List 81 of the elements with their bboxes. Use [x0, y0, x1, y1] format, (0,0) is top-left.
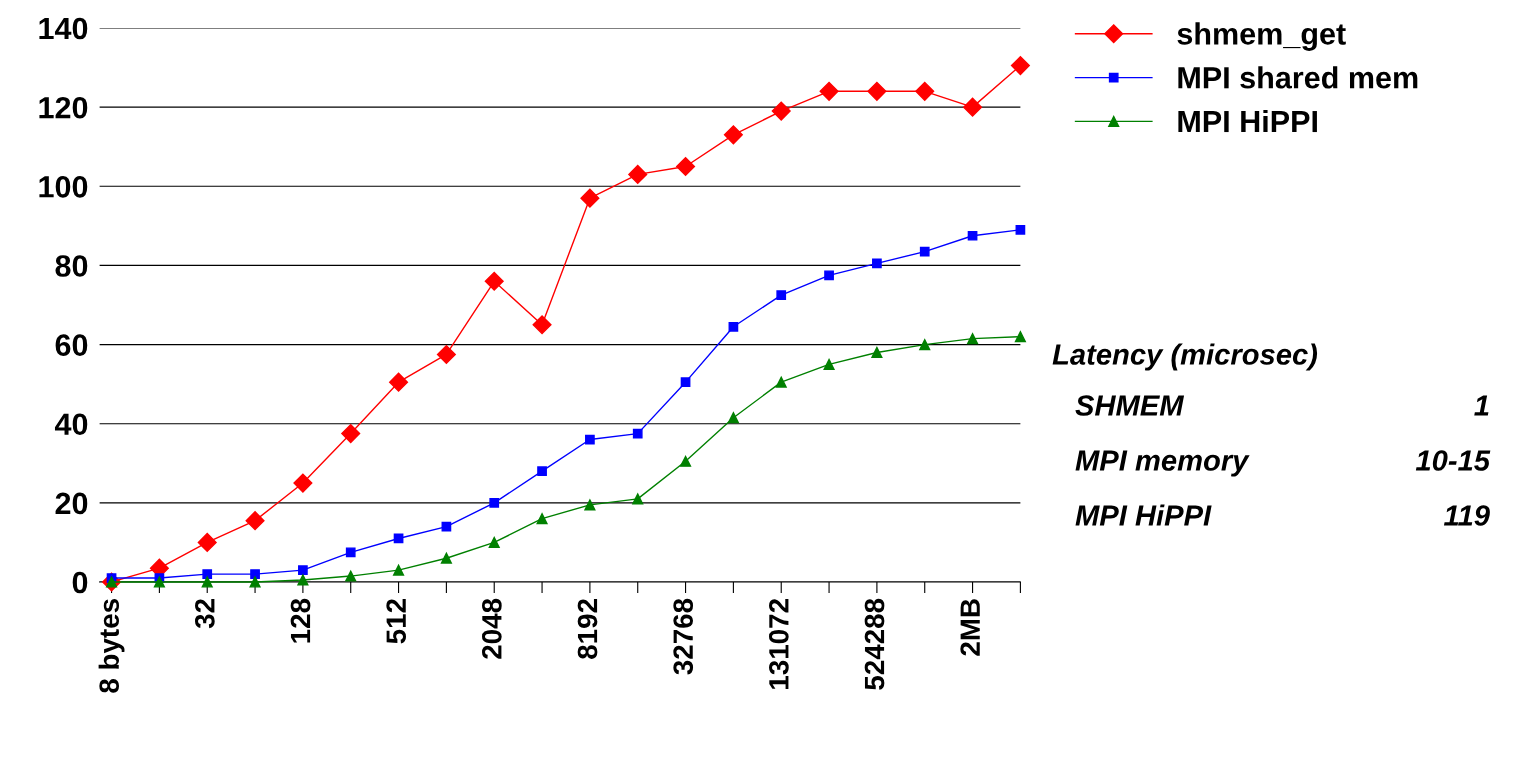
y-tick-label: 100	[39, 176, 88, 198]
y-tick-label: 80	[55, 255, 88, 277]
point	[1010, 56, 1030, 76]
x-tick-label: 2048	[482, 598, 502, 659]
point	[1014, 331, 1026, 343]
point	[345, 547, 356, 558]
x-tick-label: 128	[290, 598, 311, 643]
point	[823, 358, 835, 370]
text: 1	[1474, 395, 1489, 416]
point	[536, 513, 548, 525]
y-tick-label: 40	[54, 413, 88, 436]
y-tick-label: 120	[39, 96, 88, 119]
point	[776, 290, 787, 300]
point	[484, 271, 504, 291]
point	[680, 377, 691, 388]
y-tick-label: 140	[39, 17, 88, 40]
point	[585, 434, 595, 445]
point	[250, 569, 260, 579]
text: 119	[1443, 505, 1490, 526]
point	[293, 473, 313, 493]
point	[345, 570, 357, 582]
y-tick-label: 0	[72, 571, 88, 594]
point	[202, 569, 213, 579]
point	[298, 565, 308, 575]
point	[963, 97, 983, 117]
text: MPI memory	[1075, 450, 1250, 477]
x-tick-label: 131072	[769, 599, 789, 689]
x-tick-label: 2MB	[960, 599, 980, 656]
point	[389, 372, 409, 392]
point	[867, 81, 887, 101]
point	[871, 346, 883, 359]
point	[537, 466, 547, 477]
x-tick-label: 32	[195, 599, 215, 629]
point	[1015, 224, 1026, 235]
y-tick-label: 60	[55, 334, 88, 356]
point	[580, 188, 600, 208]
x-tick-label: 32768	[673, 598, 694, 675]
point	[153, 576, 165, 588]
point	[915, 81, 935, 101]
point	[680, 455, 692, 467]
point	[245, 511, 265, 531]
legend-label: MPI HiPPI	[1178, 109, 1317, 133]
point	[967, 230, 978, 241]
point	[919, 246, 930, 257]
point	[297, 574, 309, 586]
text: 10-15	[1415, 450, 1491, 471]
point	[727, 412, 739, 424]
point	[393, 564, 405, 576]
legend-label: MPI shared mem	[1178, 66, 1418, 89]
point	[824, 270, 834, 281]
point	[676, 156, 696, 177]
text: SHMEM	[1075, 395, 1185, 416]
point	[628, 164, 648, 184]
point	[249, 576, 261, 588]
point	[489, 497, 500, 508]
point	[632, 493, 644, 505]
point	[967, 333, 979, 345]
point	[775, 376, 787, 388]
point	[872, 258, 882, 269]
point	[771, 101, 791, 121]
point	[201, 576, 213, 588]
point	[532, 315, 552, 335]
x-tick-label: 512	[386, 599, 407, 644]
point	[197, 532, 217, 552]
point	[341, 424, 361, 444]
text: Latency (microsec)	[1052, 343, 1318, 371]
text: MPI HiPPI	[1075, 504, 1212, 526]
point	[436, 344, 456, 364]
point	[723, 125, 743, 145]
y-tick-label: 20	[55, 492, 88, 515]
point	[488, 536, 500, 548]
point	[919, 339, 931, 351]
x-tick-label: 8 bytes	[98, 599, 125, 693]
x-tick-label: 8192	[577, 599, 598, 659]
point	[584, 499, 596, 511]
point	[819, 81, 839, 101]
point	[728, 321, 739, 332]
point	[440, 552, 452, 564]
point	[632, 428, 643, 439]
legend-label: shmem_get	[1177, 22, 1346, 51]
x-tick-label: 524288	[864, 598, 885, 690]
